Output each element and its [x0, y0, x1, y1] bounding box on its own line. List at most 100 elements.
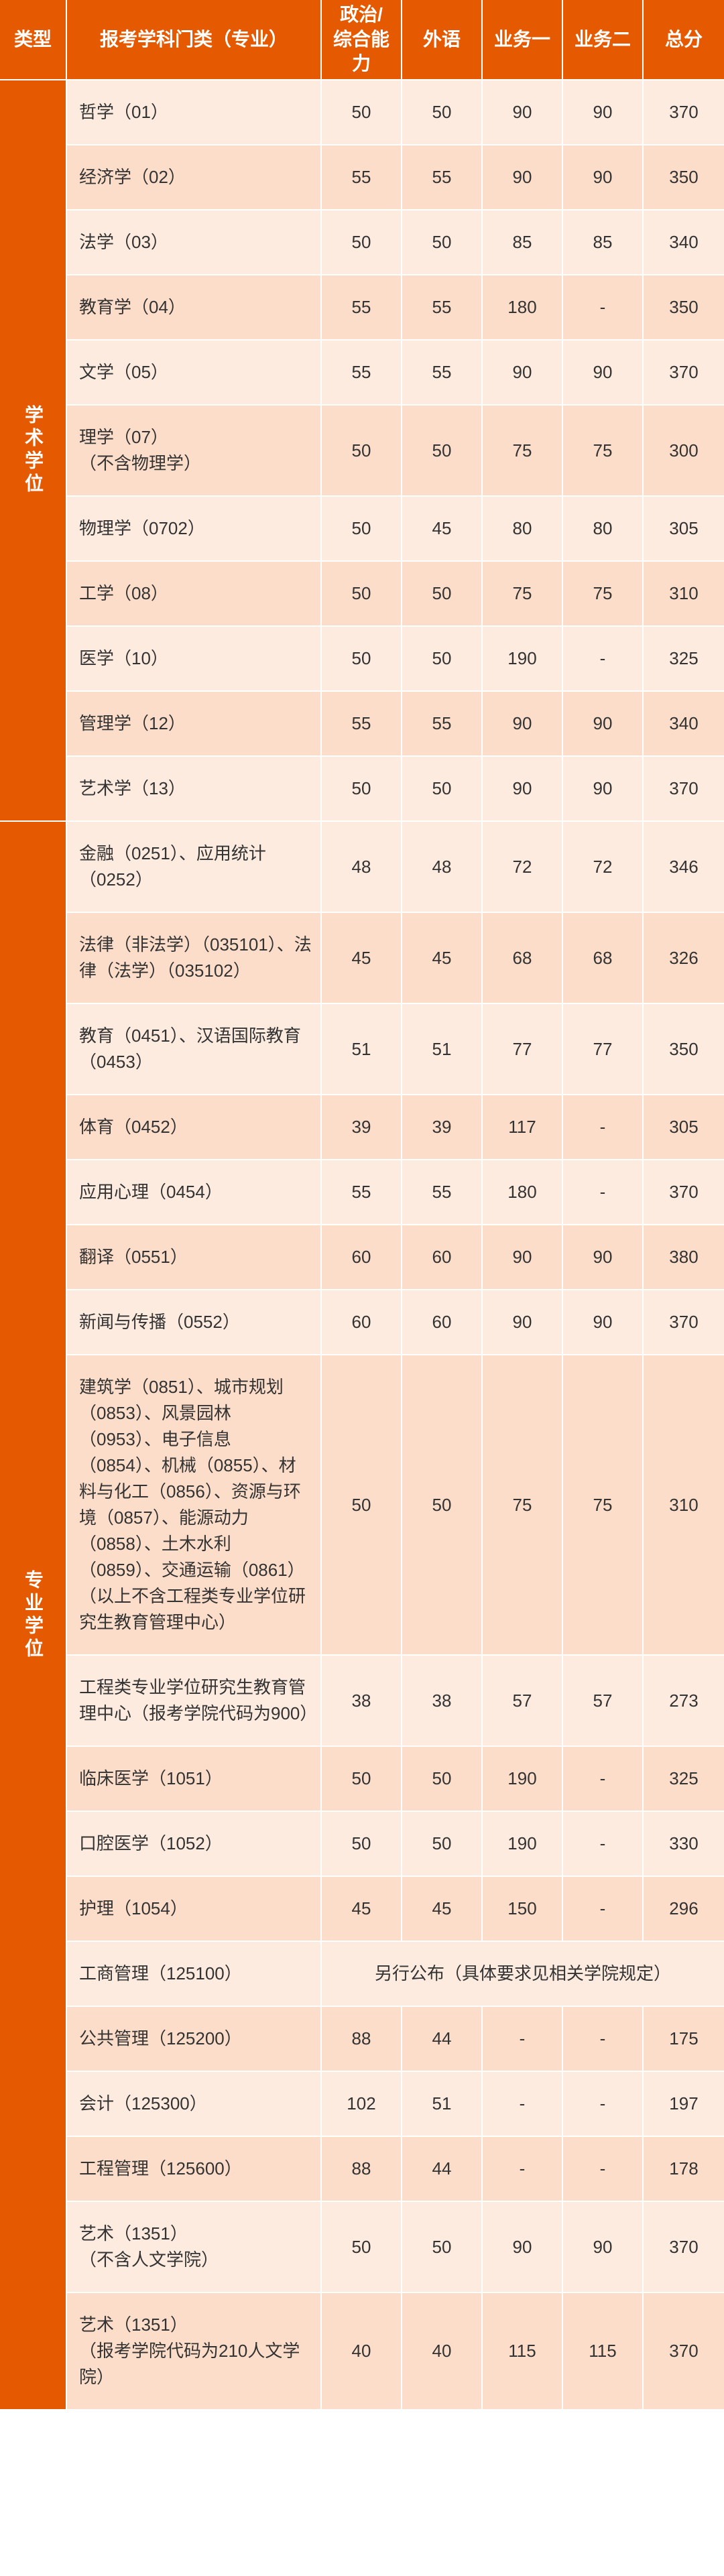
score-cell: 50 [322, 2202, 402, 2292]
score-cell: 50 [402, 1747, 483, 1811]
score-cell: 55 [402, 1160, 483, 1224]
score-cell: 273 [644, 1656, 724, 1745]
subject-cell: 新闻与传播（0552） [67, 1290, 322, 1354]
score-cell: 90 [563, 1225, 644, 1289]
header-type: 类型 [0, 0, 67, 80]
score-cell: 370 [644, 80, 724, 144]
score-cell: 50 [402, 1355, 483, 1654]
score-cell: 38 [402, 1656, 483, 1745]
score-cell: 44 [402, 2007, 483, 2071]
score-cell: 55 [402, 145, 483, 209]
table-row: 医学（10）5050190-325 [67, 627, 724, 692]
table-row: 建筑学（0851）、城市规划（0853）、风景园林（0953）、电子信息（085… [67, 1355, 724, 1656]
score-cell: 55 [402, 692, 483, 755]
score-cell: 340 [644, 210, 724, 274]
subject-cell: 艺术（1351） （不含人文学院） [67, 2202, 322, 2292]
subject-cell: 文学（05） [67, 341, 322, 404]
score-cell: 90 [483, 2202, 563, 2292]
table-row: 法学（03）50508585340 [67, 210, 724, 275]
score-cell: 50 [322, 562, 402, 625]
score-cell: 45 [322, 913, 402, 1003]
score-cell: 175 [644, 2007, 724, 2071]
table-row: 翻译（0551）60609090380 [67, 1225, 724, 1290]
score-cell: 326 [644, 913, 724, 1003]
score-cell: 370 [644, 1160, 724, 1224]
score-cell: - [563, 2007, 644, 2071]
score-cell: 55 [322, 275, 402, 339]
score-cell: 85 [563, 210, 644, 274]
subject-cell: 医学（10） [67, 627, 322, 690]
table-row: 教育（0451）、汉语国际教育（0453）51517777350 [67, 1004, 724, 1095]
score-cell: 50 [402, 80, 483, 144]
score-cell: 90 [483, 341, 563, 404]
score-cell: 57 [563, 1656, 644, 1745]
score-cell: 50 [322, 1812, 402, 1876]
score-cell: 50 [402, 1812, 483, 1876]
score-cell: 90 [483, 1225, 563, 1289]
score-cell: 197 [644, 2072, 724, 2136]
score-cell: 75 [563, 1355, 644, 1654]
subject-cell: 教育学（04） [67, 275, 322, 339]
score-cell: 38 [322, 1656, 402, 1745]
score-cell: 50 [402, 210, 483, 274]
score-cell: 85 [483, 210, 563, 274]
score-cell: 77 [563, 1004, 644, 1094]
subject-cell: 建筑学（0851）、城市规划（0853）、风景园林（0953）、电子信息（085… [67, 1355, 322, 1654]
score-cell: 55 [322, 145, 402, 209]
score-cell: 50 [402, 2202, 483, 2292]
subject-cell: 管理学（12） [67, 692, 322, 755]
table-row: 工学（08）50507575310 [67, 562, 724, 627]
score-cell: 68 [483, 913, 563, 1003]
score-cell: 190 [483, 1747, 563, 1811]
subject-cell: 会计（125300） [67, 2072, 322, 2136]
score-cell: 80 [483, 497, 563, 560]
score-cell: 51 [402, 1004, 483, 1094]
table-row: 物理学（0702）50458080305 [67, 497, 724, 562]
score-cell: 48 [322, 822, 402, 912]
score-cell: 102 [322, 2072, 402, 2136]
table-row: 理学（07） （不含物理学）50507575300 [67, 406, 724, 497]
score-cell: 340 [644, 692, 724, 755]
score-cell: - [483, 2137, 563, 2201]
header-col1: 政治/ 综合能力 [322, 0, 402, 80]
score-cell: 300 [644, 406, 724, 495]
table-row: 文学（05）55559090370 [67, 341, 724, 406]
header-col3: 业务一 [483, 0, 563, 80]
section: 专业学位金融（0251）、应用统计（0252）48487272346法律（非法学… [0, 822, 724, 2410]
score-cell: 305 [644, 497, 724, 560]
subject-cell: 体育（0452） [67, 1095, 322, 1159]
score-cell: 115 [483, 2293, 563, 2409]
score-cell: 305 [644, 1095, 724, 1159]
score-cell: 90 [483, 1290, 563, 1354]
score-cell: 88 [322, 2007, 402, 2071]
score-cell: 90 [563, 757, 644, 820]
score-cell: 90 [563, 692, 644, 755]
merged-cell: 另行公布（具体要求见相关学院规定） [322, 1942, 724, 2006]
score-cell: - [563, 1877, 644, 1941]
score-cell: 80 [563, 497, 644, 560]
score-cell: 75 [483, 562, 563, 625]
score-cell: 55 [402, 275, 483, 339]
score-cell: 51 [322, 1004, 402, 1094]
score-cell: 190 [483, 1812, 563, 1876]
subject-cell: 口腔医学（1052） [67, 1812, 322, 1876]
score-cell: 115 [563, 2293, 644, 2409]
score-cell: - [563, 1095, 644, 1159]
score-cell: 50 [322, 80, 402, 144]
score-cell: 55 [322, 1160, 402, 1224]
score-cell: - [563, 1812, 644, 1876]
subject-cell: 法律（非法学）（035101）、法律（法学）（035102） [67, 913, 322, 1003]
table-row: 艺术（1351） （报考学院代码为210人文学院）4040115115370 [67, 2293, 724, 2410]
score-cell: 45 [402, 1877, 483, 1941]
score-cell: 178 [644, 2137, 724, 2201]
subject-cell: 艺术学（13） [67, 757, 322, 820]
score-cell: 150 [483, 1877, 563, 1941]
table-row: 临床医学（1051）5050190-325 [67, 1747, 724, 1812]
rows: 哲学（01）50509090370经济学（02）55559090350法学（03… [67, 80, 724, 822]
score-cell: 180 [483, 275, 563, 339]
type-label: 专业学位 [0, 822, 67, 2410]
table-row: 工程管理（125600）8844--178 [67, 2137, 724, 2202]
score-cell: - [563, 627, 644, 690]
score-cell: 51 [402, 2072, 483, 2136]
subject-cell: 教育（0451）、汉语国际教育（0453） [67, 1004, 322, 1094]
